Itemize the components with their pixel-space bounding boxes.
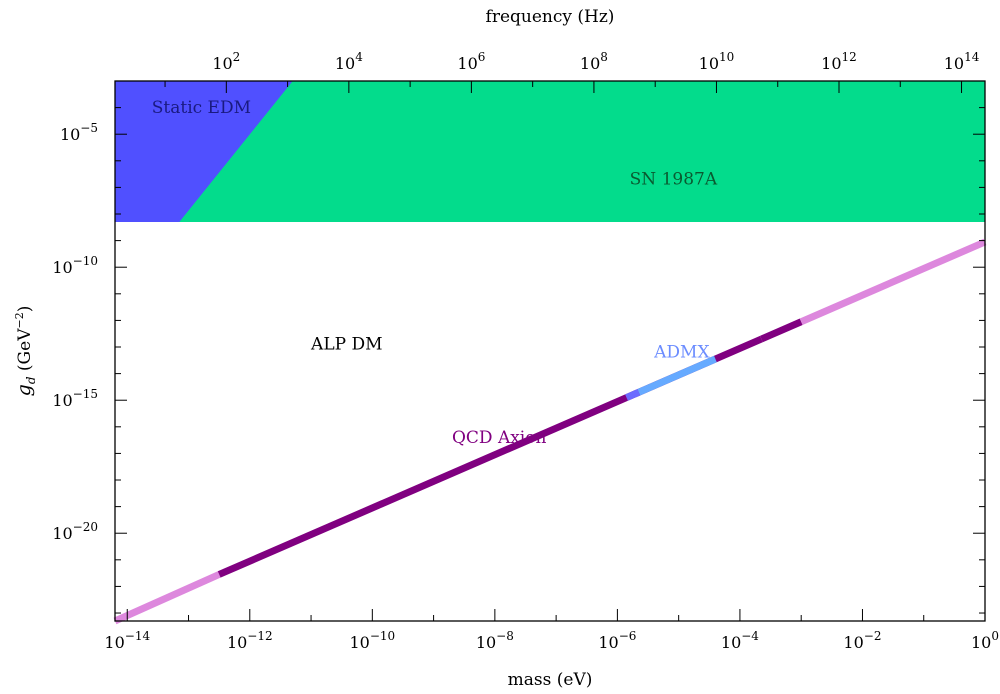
x-tick-label: 10−2 (843, 629, 881, 652)
regions-layer (115, 81, 985, 238)
x-tick-label: 10−10 (349, 629, 395, 652)
annotation-static-edm: Static EDM (152, 98, 251, 118)
x-tick-label: 10−6 (598, 629, 636, 652)
annotation-qcd-axion: QCD Axion (452, 428, 547, 448)
y-tick-label: 10−15 (52, 387, 98, 410)
plot-frame (114, 80, 986, 622)
y-tick-label: 10−20 (52, 520, 98, 543)
admx-segment-1 (637, 355, 717, 396)
qcd-axion-segment-3 (759, 318, 803, 343)
admx-segment-0 (625, 389, 641, 401)
tick-labels-layer: 10−14 10−12 10−10 10−8 10−6 10−4 10−2 100 102 104… (52, 50, 999, 652)
qcd-axion-segment-4 (799, 238, 987, 325)
top-tick-label: 104 (335, 50, 363, 73)
x-tick-label: 100 (971, 629, 999, 652)
lines-layer (113, 238, 987, 625)
x-tick-label: 10−8 (476, 629, 514, 652)
y-tick-label: 10−5 (60, 121, 98, 144)
x-axis-title: mass (eV) (508, 670, 593, 690)
top-tick-label: 1010 (699, 50, 735, 73)
x-tick-label: 10−12 (227, 629, 273, 652)
top-tick-label: 106 (457, 50, 485, 73)
x-tick-label: 10−4 (721, 629, 759, 652)
axis-titles-layer: mass (eV) frequency (Hz) gd (GeV−2) (13, 7, 614, 690)
qcd-axion-segment-1 (217, 394, 628, 578)
top-axis-title: frequency (Hz) (486, 7, 615, 27)
y-axis-title: gd (GeV−2) (13, 306, 38, 397)
top-tick-label: 108 (580, 50, 608, 73)
annotation-alp-dm: ALP DM (310, 335, 382, 355)
top-tick-label: 102 (212, 50, 240, 73)
top-tick-label: 1012 (821, 50, 857, 73)
top-tick-label: 1014 (944, 50, 980, 73)
y-tick-label: 10−10 (52, 254, 98, 277)
region-sn-1987a (115, 81, 985, 222)
ticks-layer (115, 80, 986, 621)
annotations-layer: Static EDM SN 1987A ALP DM QCD Axion ADMX (152, 98, 718, 448)
qcd-axion-segment-0 (113, 571, 221, 625)
annotation-admx: ADMX (653, 343, 710, 363)
x-tick-label: 10−14 (104, 629, 150, 652)
region-static-edm (115, 81, 293, 238)
annotation-sn-1987a: SN 1987A (630, 170, 718, 190)
